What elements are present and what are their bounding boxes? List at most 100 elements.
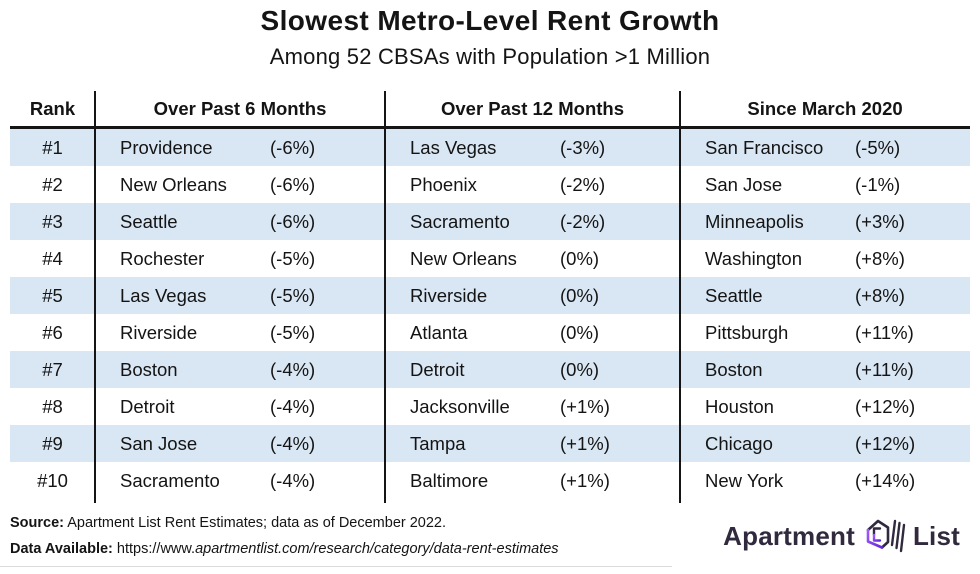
- pct-value: (+11%): [855, 321, 914, 343]
- city-name: Chicago: [705, 432, 773, 454]
- pct-value: (-4%): [270, 395, 316, 417]
- pct-value: (+14%): [855, 469, 916, 491]
- pct-value: (0%): [560, 321, 600, 343]
- metro-12mo-cell: Detroit (0%): [385, 359, 680, 381]
- data-url-prefix: https://www.: [112, 541, 196, 558]
- metro-6mo-cell: Detroit (-4%): [95, 396, 385, 418]
- table-row: #1 Providence (-6%) Las Vegas (-3%) San …: [10, 129, 970, 166]
- city-name: Boston: [705, 358, 763, 380]
- page-title: Slowest Metro-Level Rent Growth: [260, 5, 720, 36]
- pct-value: (-2%): [560, 173, 606, 195]
- city-name: Minneapolis: [705, 210, 804, 232]
- title-block: Slowest Metro-Level Rent Growth Among 52…: [0, 0, 980, 70]
- table-row: #5 Las Vegas (-5%) Riverside (0%) Seattl…: [10, 277, 970, 314]
- apartment-list-logo: Apartment List: [723, 515, 970, 557]
- pct-value: (+1%): [560, 432, 610, 454]
- column-divider: [679, 91, 681, 503]
- metro-6mo-cell: San Jose (-4%): [95, 433, 385, 455]
- city-name: Rochester: [120, 247, 205, 269]
- city-name: New York: [705, 469, 784, 491]
- table-row: #7 Boston (-4%) Detroit (0%) Boston (+11…: [10, 351, 970, 388]
- metro-since2020-cell: Houston (+12%): [680, 396, 970, 418]
- source-label: Source:: [10, 515, 64, 531]
- rank-cell: #6: [42, 321, 63, 343]
- city-name: Tampa: [410, 432, 466, 454]
- metro-12mo-cell: Jacksonville (+1%): [385, 396, 680, 418]
- metro-since2020-cell: Boston (+11%): [680, 359, 970, 381]
- table-body: #1 Providence (-6%) Las Vegas (-3%) San …: [10, 129, 970, 499]
- city-name: Boston: [120, 358, 178, 380]
- pct-value: (+12%): [855, 432, 916, 454]
- metro-6mo-cell: Sacramento (-4%): [95, 470, 385, 492]
- column-header-since2020: Since March 2020: [747, 97, 903, 119]
- metro-12mo-cell: Baltimore (+1%): [385, 470, 680, 492]
- pct-value: (-4%): [270, 469, 316, 491]
- city-name: Washington: [705, 247, 803, 269]
- city-name: Riverside: [410, 284, 488, 306]
- rank-cell: #9: [42, 432, 63, 454]
- pct-value: (+1%): [560, 395, 610, 417]
- metro-12mo-cell: Las Vegas (-3%): [385, 137, 680, 159]
- city-name: Houston: [705, 395, 774, 417]
- logo-text-list: List: [912, 520, 960, 551]
- city-name: Atlanta: [410, 321, 468, 343]
- city-name: New Orleans: [120, 173, 227, 195]
- rank-cell: #8: [42, 395, 63, 417]
- pct-value: (-1%): [855, 173, 901, 195]
- city-name: Sacramento: [120, 469, 220, 491]
- data-available-line: Data Available: https://www.apartmentlis…: [10, 536, 559, 562]
- city-name: Phoenix: [410, 173, 477, 195]
- metro-12mo-cell: New Orleans (0%): [385, 248, 680, 270]
- pct-value: (+3%): [855, 210, 905, 232]
- source-line: Source: Apartment List Rent Estimates; d…: [10, 510, 559, 536]
- pct-value: (-5%): [270, 284, 316, 306]
- metro-6mo-cell: Riverside (-5%): [95, 322, 385, 344]
- data-url: apartmentlist.com/research/category/data…: [195, 541, 559, 558]
- table-row: #6 Riverside (-5%) Atlanta (0%) Pittsbur…: [10, 314, 970, 351]
- metro-since2020-cell: Minneapolis (+3%): [680, 211, 970, 233]
- city-name: Detroit: [410, 358, 465, 380]
- pct-value: (-6%): [270, 210, 316, 232]
- pct-value: (-2%): [560, 210, 606, 232]
- city-name: Sacramento: [410, 210, 510, 232]
- pct-value: (-6%): [270, 173, 316, 195]
- rank-cell: #2: [42, 173, 63, 195]
- city-name: San Jose: [705, 173, 783, 195]
- metro-since2020-cell: Seattle (+8%): [680, 285, 970, 307]
- pct-value: (-5%): [270, 321, 316, 343]
- metro-6mo-cell: New Orleans (-6%): [95, 174, 385, 196]
- city-name: Seattle: [120, 210, 178, 232]
- pct-value: (0%): [560, 284, 600, 306]
- pct-value: (+1%): [560, 469, 610, 491]
- metro-6mo-cell: Seattle (-6%): [95, 211, 385, 233]
- table-row: #9 San Jose (-4%) Tampa (+1%) Chicago (+…: [10, 425, 970, 462]
- pct-value: (-3%): [560, 136, 606, 158]
- metro-6mo-cell: Providence (-6%): [95, 137, 385, 159]
- data-available-label: Data Available:: [10, 541, 113, 558]
- metro-since2020-cell: San Francisco (-5%): [680, 137, 970, 159]
- pct-value: (-4%): [270, 432, 316, 454]
- metro-12mo-cell: Riverside (0%): [385, 285, 680, 307]
- metro-since2020-cell: Pittsburgh (+11%): [680, 322, 970, 344]
- pct-value: (-5%): [270, 247, 316, 269]
- pct-value: (+12%): [855, 395, 916, 417]
- city-name: Baltimore: [410, 469, 489, 491]
- column-header-rank: Rank: [29, 97, 76, 119]
- metro-since2020-cell: New York (+14%): [680, 470, 970, 492]
- city-name: Las Vegas: [410, 136, 497, 158]
- rank-cell: #1: [42, 136, 63, 158]
- rank-cell: #5: [42, 284, 63, 306]
- city-name: Seattle: [705, 284, 763, 306]
- pct-value: (-6%): [270, 136, 316, 158]
- source-text: Apartment List Rent Estimates; data as o…: [64, 515, 447, 531]
- city-name: New Orleans: [410, 247, 517, 269]
- table-row: #8 Detroit (-4%) Jacksonville (+1%) Hous…: [10, 388, 970, 425]
- table-row: #3 Seattle (-6%) Sacramento (-2%) Minnea…: [10, 203, 970, 240]
- source-notes: Source: Apartment List Rent Estimates; d…: [10, 510, 559, 562]
- city-name: Riverside: [120, 321, 198, 343]
- metro-since2020-cell: Washington (+8%): [680, 248, 970, 270]
- city-name: San Jose: [120, 432, 198, 454]
- rank-cell: #10: [37, 469, 68, 491]
- table-row: #10 Sacramento (-4%) Baltimore (+1%) New…: [10, 462, 970, 499]
- metro-12mo-cell: Phoenix (-2%): [385, 174, 680, 196]
